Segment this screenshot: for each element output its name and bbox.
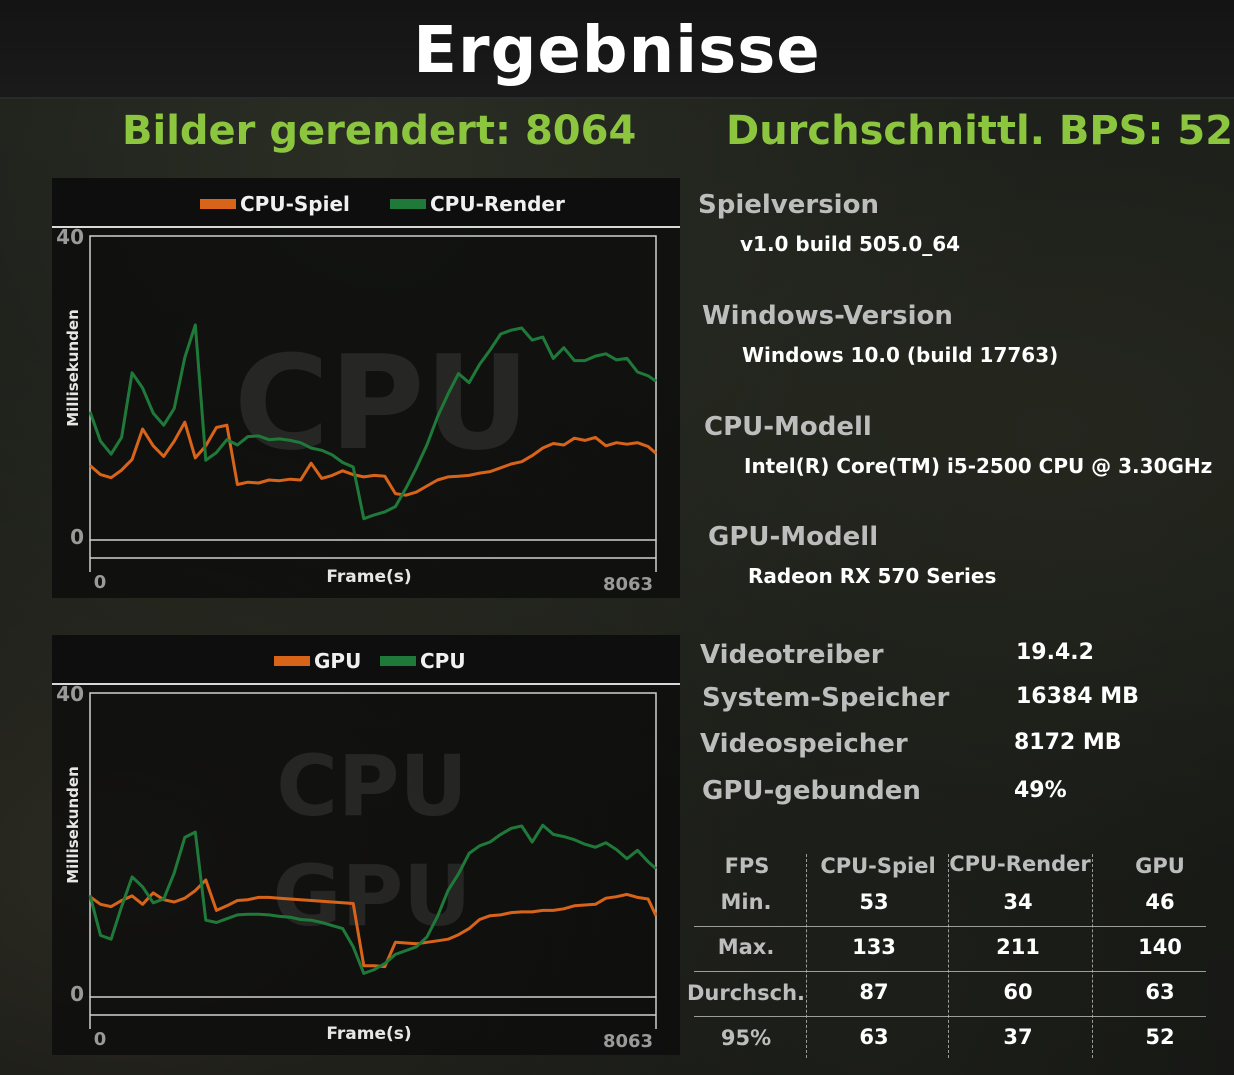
- table-cell: 211: [996, 935, 1040, 959]
- table-cell: 34: [1003, 890, 1033, 914]
- gpu-cpu-chart: CPU GPU 40 0 0 8063 Frame(s) Millisekunden: [56, 682, 658, 1052]
- legend-label: CPU-Render: [430, 192, 565, 216]
- y-tick-label: 40: [56, 225, 84, 249]
- table-divider: [1092, 854, 1093, 1058]
- y-axis-label: Millisekunden: [64, 309, 82, 427]
- y-tick-label: 0: [70, 982, 84, 1006]
- cpu-chart-panel: CPU-Spiel CPU-Render CPU 40 0 0 8063 Frame(s)…: [52, 178, 680, 598]
- system-memory-value: 16384 MB: [1016, 684, 1139, 709]
- table-header-gpu: GPU: [1135, 854, 1185, 878]
- gpu-model-value: Radeon RX 570 Series: [748, 564, 997, 588]
- y-tick-label: 0: [70, 525, 84, 549]
- legend-label: CPU-Spiel: [240, 192, 350, 216]
- cpu-model-label: CPU-Modell: [704, 412, 872, 442]
- frames-rendered-headline: Bilder gerendert: 8064: [122, 108, 637, 154]
- video-driver-label: Videotreiber: [700, 640, 884, 670]
- table-row-label: Min.: [720, 890, 772, 914]
- series-line-gpu: [89, 878, 658, 969]
- plot-frame: [89, 692, 657, 998]
- series-line-cpu-spiel: [89, 420, 657, 497]
- table-cell: 63: [859, 1025, 889, 1049]
- x-tick-label: 8063: [603, 1031, 653, 1052]
- table-cell: 53: [859, 890, 889, 914]
- table-cell: 87: [859, 980, 889, 1004]
- table-cell: 63: [1145, 980, 1175, 1004]
- table-divider: [948, 854, 949, 1058]
- gpu-watermark: GPU: [273, 847, 472, 945]
- table-header-fps: FPS: [724, 854, 770, 878]
- page-title: Ergebnisse: [413, 14, 821, 88]
- table-row-label: Max.: [717, 935, 775, 959]
- x-axis-label: Frame(s): [326, 1024, 411, 1044]
- legend-swatch-orange: [200, 199, 236, 209]
- table-divider: [806, 854, 807, 1058]
- gpu-chart-legend: GPU CPU: [52, 635, 680, 685]
- cpu-model-value: Intel(R) Core(TM) i5-2500 CPU @ 3.30GHz: [744, 454, 1213, 478]
- table-row-line: [694, 926, 1206, 927]
- series-line-cpu: [88, 823, 657, 975]
- legend-cpu-game: CPU-Spiel: [200, 192, 350, 216]
- legend-label: CPU: [420, 649, 466, 673]
- legend-label: GPU: [314, 649, 362, 673]
- video-memory-label: Videospeicher: [700, 729, 908, 759]
- table-row-label: 95%: [720, 1026, 772, 1050]
- system-memory-label: System-Speicher: [702, 683, 950, 713]
- game-version-value: v1.0 build 505.0_64: [740, 232, 961, 256]
- legend-swatch-green: [380, 656, 416, 666]
- cpu-chart: CPU 40 0 0 8063 Frame(s) Millisekunden: [56, 225, 657, 595]
- legend-cpu-render: CPU-Render: [390, 192, 565, 216]
- gpu-bound-value: 49%: [1014, 778, 1067, 803]
- title-band: [0, 0, 1234, 99]
- table-cell: 46: [1145, 890, 1175, 914]
- table-row-line: [694, 971, 1206, 972]
- series-line-cpu-render: [88, 323, 657, 521]
- x-tick-label: 0: [94, 572, 107, 593]
- cpu-watermark: CPU: [276, 737, 467, 835]
- gpu-cpu-chart-panel: GPU CPU CPU GPU 40 0 0 8063 Frame(s) Millisekun…: [52, 635, 680, 1055]
- table-cell: 60: [1003, 980, 1033, 1004]
- gpu-model-label: GPU-Modell: [708, 522, 879, 552]
- x-tick-label: 0: [94, 1029, 107, 1050]
- windows-version-value: Windows 10.0 (build 17763): [742, 343, 1059, 367]
- table-cell: 37: [1003, 1025, 1033, 1049]
- game-version-label: Spielversion: [698, 190, 879, 220]
- cpu-chart-legend: CPU-Spiel CPU-Render: [52, 178, 680, 228]
- video-memory-value: 8172 MB: [1014, 730, 1122, 755]
- table-cell: 52: [1145, 1025, 1175, 1049]
- legend-cpu: CPU: [380, 649, 466, 673]
- table-row-label: Durchsch.: [686, 981, 805, 1005]
- avg-fps-headline: Durchschnittl. BPS: 52: [726, 108, 1234, 154]
- table-row-line: [694, 1016, 1206, 1017]
- plot-frame: [89, 235, 657, 541]
- windows-version-label: Windows-Version: [702, 301, 953, 331]
- legend-gpu: GPU: [274, 649, 361, 673]
- table-cell: 140: [1138, 935, 1182, 959]
- x-axis-label: Frame(s): [326, 567, 411, 587]
- x-tick-label: 8063: [603, 574, 653, 595]
- y-tick-label: 40: [56, 682, 84, 706]
- gpu-bound-label: GPU-gebunden: [702, 776, 921, 806]
- table-header-cpu-render: CPU-Render: [949, 852, 1091, 876]
- fps-table: FPS CPU-Spiel CPU-Render GPU Min. 53 34 …: [687, 850, 1210, 1060]
- y-axis-label: Millisekunden: [64, 766, 82, 884]
- table-header-cpu-game: CPU-Spiel: [820, 854, 936, 878]
- table-cell: 133: [852, 935, 896, 959]
- legend-swatch-orange: [274, 656, 310, 666]
- video-driver-value: 19.4.2: [1016, 640, 1094, 665]
- cpu-watermark: CPU: [234, 327, 530, 479]
- legend-swatch-green: [390, 199, 426, 209]
